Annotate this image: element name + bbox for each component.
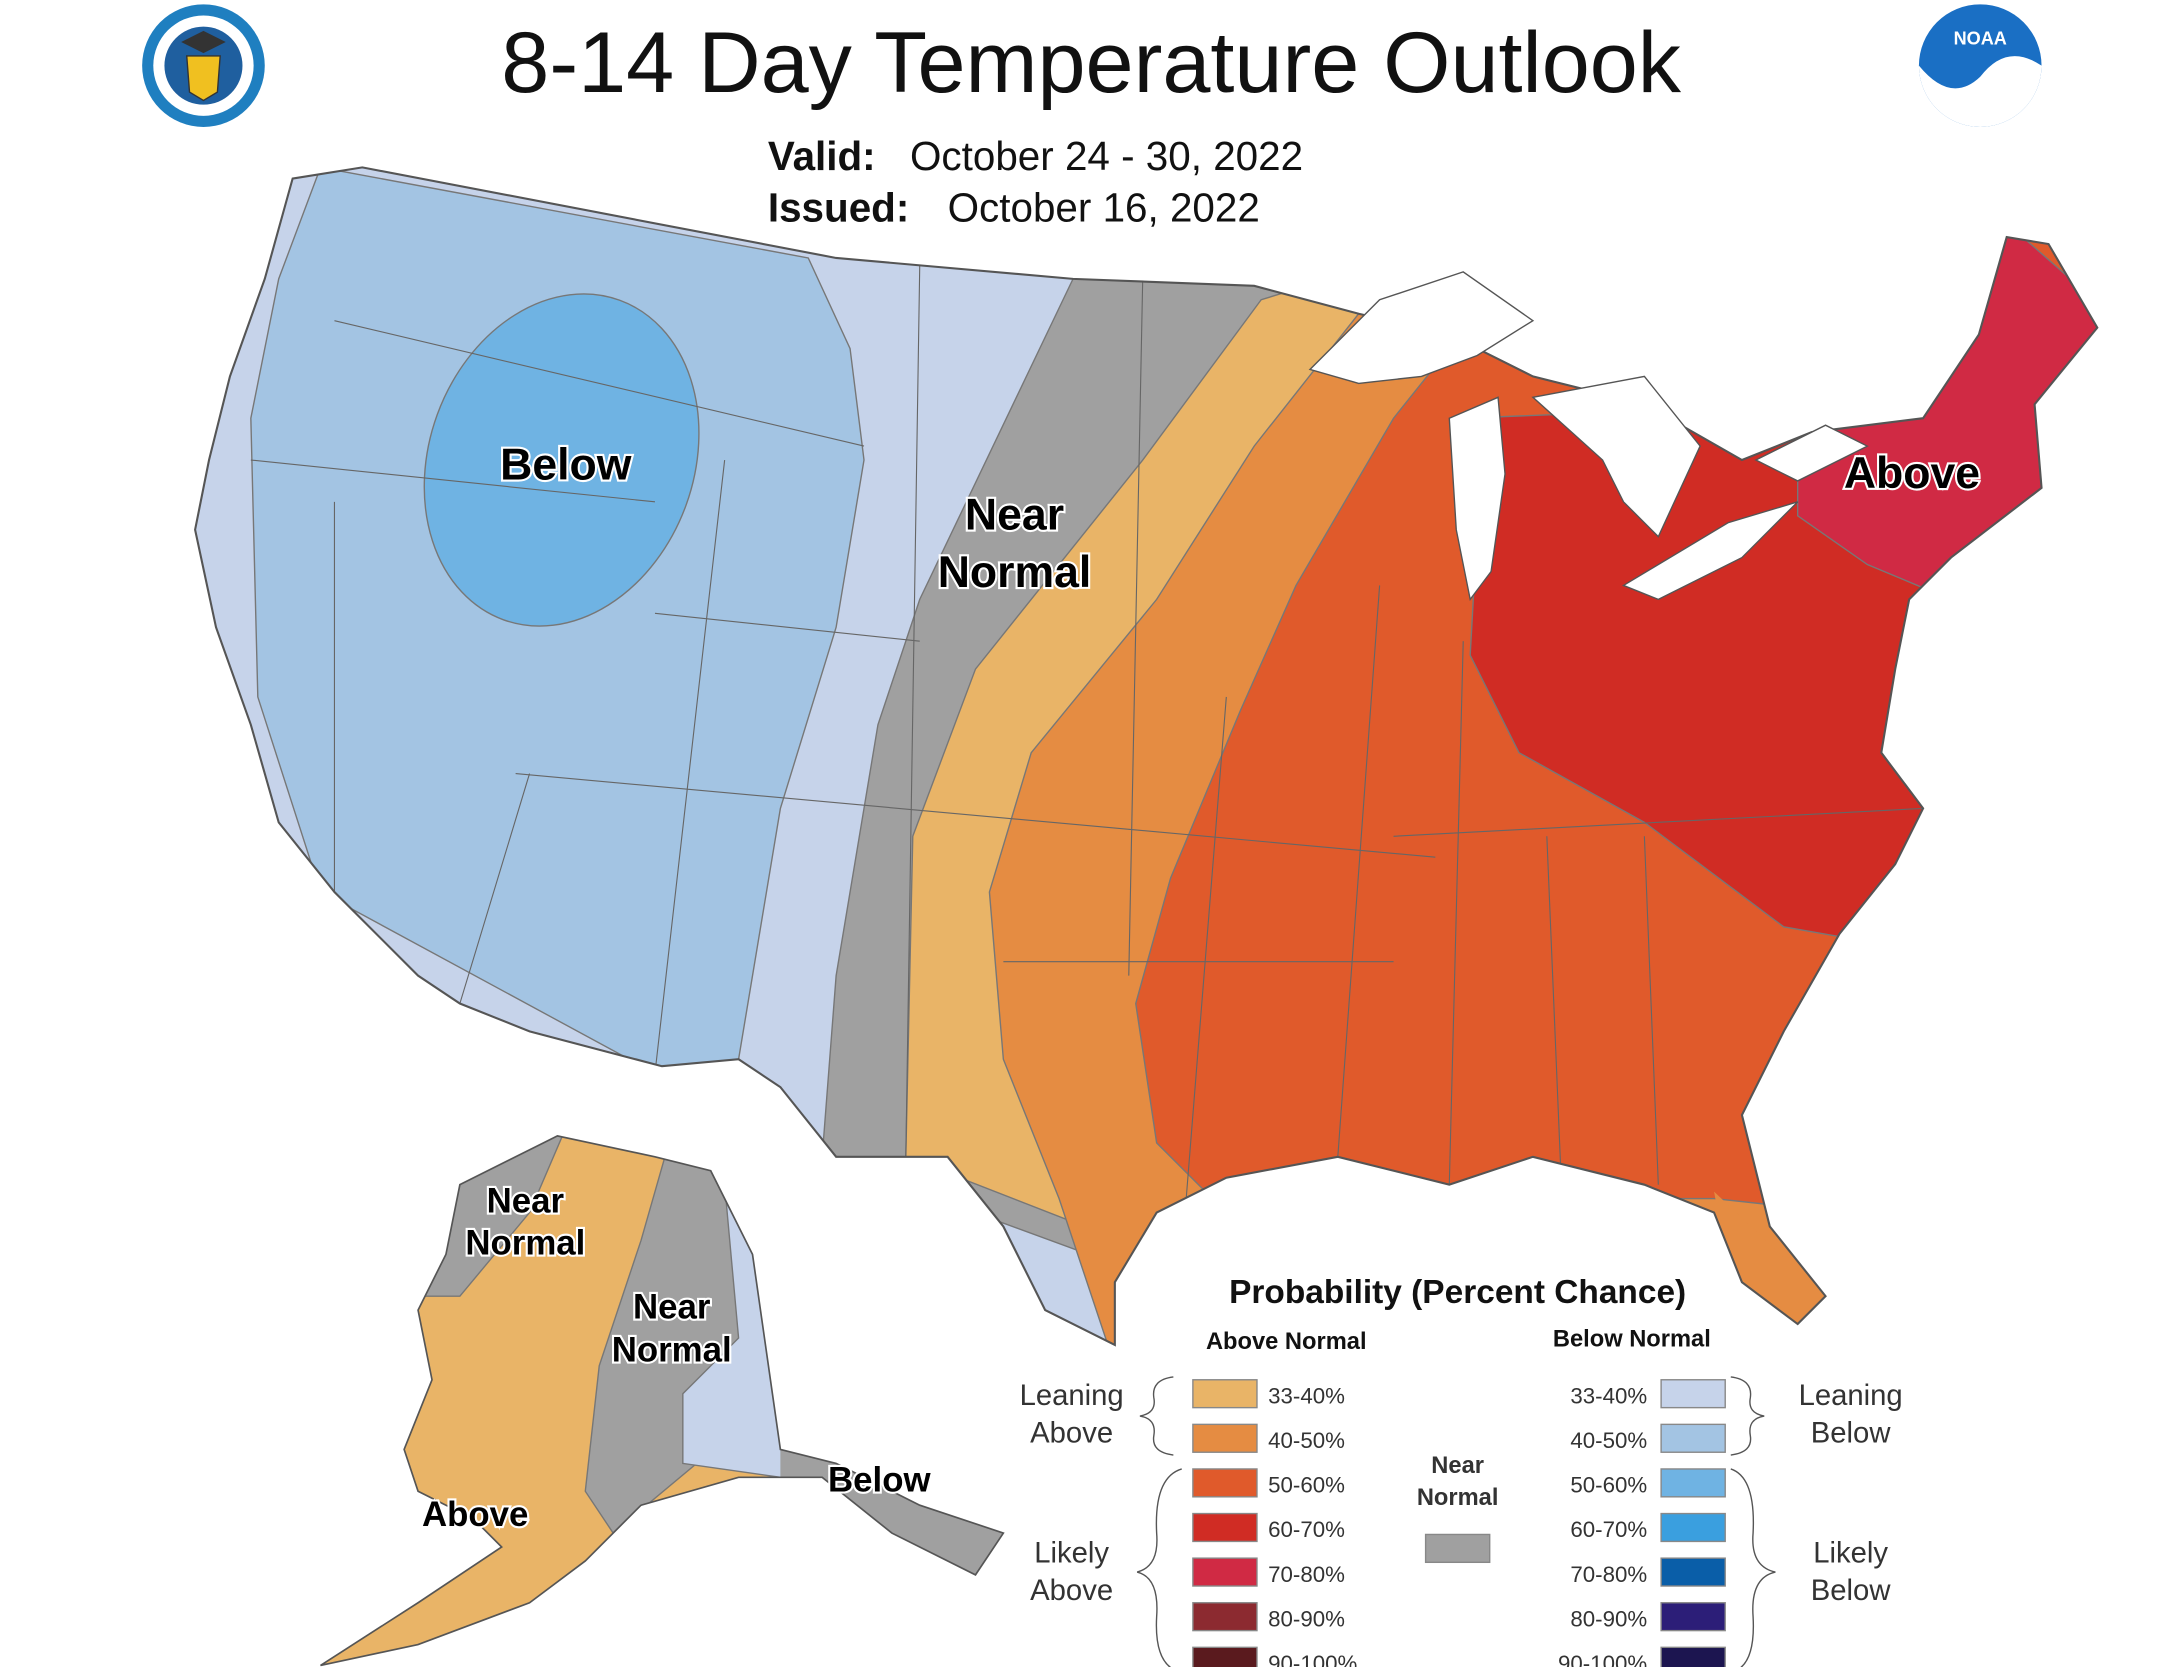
legend-below-swatch — [1660, 1468, 1726, 1498]
legend-below-header: Below Normal — [1553, 1326, 1711, 1352]
ak-label-near-1: Near — [487, 1182, 565, 1221]
legend-below-range: 90-100% — [1558, 1651, 1647, 1667]
ak-label-below: Below — [828, 1460, 931, 1499]
brace-likely-above — [1136, 1468, 1182, 1667]
lake-superior — [1308, 271, 1535, 385]
issued-label: Issued: — [768, 185, 909, 231]
brace-leaning-below — [1730, 1376, 1765, 1456]
great-lakes — [1308, 271, 1869, 602]
ak-label-near-2: Normal — [465, 1223, 585, 1262]
legend-likely-above-2: Above — [1030, 1575, 1113, 1607]
legend-above-swatch — [1192, 1646, 1258, 1667]
issued-value: October 16, 2022 — [948, 185, 1260, 231]
legend-below-swatch — [1660, 1423, 1726, 1453]
page-title: 8-14 Day Temperature Outlook — [501, 15, 1681, 111]
legend-above-swatch — [1192, 1557, 1258, 1587]
legend-near-2: Normal — [1417, 1485, 1499, 1511]
legend-below-range: 50-60% — [1570, 1473, 1647, 1498]
region-florida-40-50 — [1714, 1191, 1840, 1338]
lake-ontario — [1754, 424, 1869, 482]
legend-near-swatch — [1424, 1533, 1491, 1564]
legend-above-range: 70-80% — [1268, 1562, 1345, 1587]
legend-above-swatch — [1192, 1512, 1258, 1543]
brace-leaning-above — [1139, 1376, 1174, 1456]
conus-outline — [194, 166, 2099, 1347]
legend-above-swatch — [1192, 1423, 1258, 1453]
legend: Probability (Percent Chance) Above Norma… — [1020, 1274, 1903, 1667]
label-near-normal-2: Normal — [938, 548, 1092, 597]
noaa-logo-text: NOAA — [1954, 29, 2007, 49]
legend-above-range: 33-40% — [1268, 1383, 1345, 1408]
ak-label-near-b-1: Near — [633, 1287, 711, 1326]
legend-leaning-above-2: Above — [1030, 1417, 1113, 1449]
label-above: Above — [1844, 449, 1980, 498]
legend-below-range: 40-50% — [1570, 1428, 1647, 1453]
legend-leaning-above-1: Leaning — [1020, 1380, 1124, 1412]
legend-above-range: 40-50% — [1268, 1428, 1345, 1453]
lake-erie — [1621, 501, 1799, 601]
valid-value: October 24 - 30, 2022 — [910, 133, 1303, 179]
legend-below-range: 33-40% — [1570, 1383, 1647, 1408]
legend-above-range: 60-70% — [1268, 1517, 1345, 1542]
ak-label-above: Above — [422, 1495, 528, 1534]
legend-above-range: 90-100% — [1268, 1651, 1357, 1667]
legend-title: Probability (Percent Chance) — [1229, 1274, 1686, 1311]
noaa-logo: NOAA — [1918, 4, 2042, 127]
legend-leaning-below-1: Leaning — [1799, 1380, 1903, 1412]
legend-leaning-below-2: Below — [1811, 1417, 1892, 1449]
label-near-normal-1: Near — [965, 491, 1064, 540]
lake-huron — [1531, 375, 1701, 538]
legend-below-range: 70-80% — [1570, 1562, 1647, 1587]
legend-below-swatch — [1660, 1512, 1726, 1543]
lake-michigan — [1448, 396, 1506, 602]
legend-above-header: Above Normal — [1206, 1329, 1367, 1355]
legend-below-swatch — [1660, 1646, 1726, 1667]
legend-above-range: 80-90% — [1268, 1606, 1345, 1631]
legend-above-range: 50-60% — [1268, 1473, 1345, 1498]
legend-below-range: 80-90% — [1570, 1606, 1647, 1631]
brace-likely-below — [1730, 1468, 1776, 1667]
label-below: Below — [500, 441, 632, 490]
legend-below-swatch — [1660, 1557, 1726, 1587]
doc-seal-logo — [142, 4, 265, 127]
legend-below-swatch — [1660, 1379, 1726, 1409]
legend-below-swatch — [1660, 1602, 1726, 1632]
legend-near-1: Near — [1431, 1453, 1484, 1479]
alaska-outline — [320, 1135, 1005, 1667]
legend-likely-below-2: Below — [1811, 1575, 1892, 1607]
legend-above-swatch — [1192, 1468, 1258, 1498]
valid-label: Valid: — [768, 133, 876, 179]
legend-below-range: 60-70% — [1570, 1517, 1647, 1542]
legend-above-swatch — [1192, 1379, 1258, 1409]
legend-likely-above-1: Likely — [1034, 1537, 1109, 1569]
region-likely-below-50-60 — [423, 293, 700, 627]
legend-likely-below-1: Likely — [1813, 1537, 1888, 1569]
legend-above-swatch — [1192, 1602, 1258, 1632]
ak-label-near-b-2: Normal — [612, 1331, 732, 1370]
alaska-shading — [320, 1135, 1004, 1666]
